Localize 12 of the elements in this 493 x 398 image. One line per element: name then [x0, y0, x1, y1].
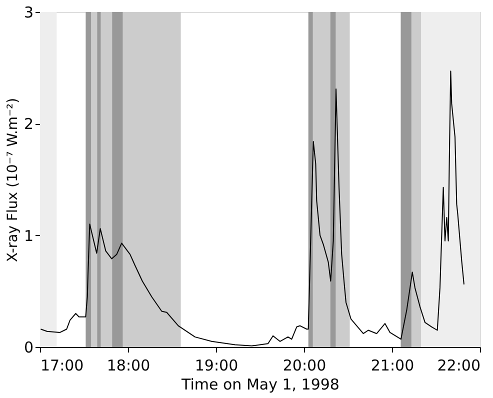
- y-axis-title: X-ray Flux (10⁻⁷ W.m⁻²): [4, 98, 21, 262]
- x-axis-title: Time on May 1, 1998: [180, 376, 340, 394]
- x-tick-label: 19:00: [194, 356, 238, 374]
- x-tick-label: 17:00: [40, 356, 84, 374]
- x-tick-label: 20:00: [282, 356, 326, 374]
- x-tick-label: 21:00: [370, 356, 414, 374]
- x-tick-label: 18:00: [106, 356, 150, 374]
- x-tick-label: 22:00: [437, 356, 480, 374]
- y-tick-label: 2: [24, 115, 34, 134]
- y-tick-label: 3: [24, 4, 34, 22]
- y-tick-label: 0: [24, 338, 34, 356]
- y-tick-label: 1: [24, 226, 34, 245]
